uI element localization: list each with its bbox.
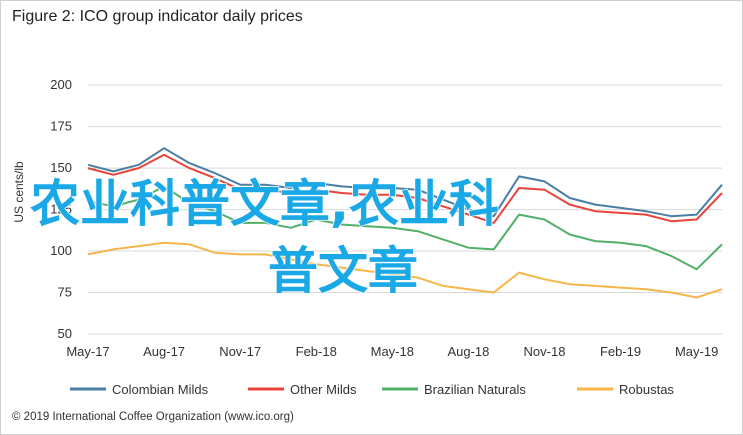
legend-entry: Other Milds: [290, 382, 357, 397]
series-line-other-milds: [87, 153, 723, 224]
x-tick-label: Aug-17: [143, 344, 185, 359]
gridlines: [88, 84, 722, 335]
y-axis-label: US cents/lb: [12, 161, 26, 223]
y-tick-label: 100: [50, 243, 72, 258]
y-tick-label: 75: [58, 285, 72, 300]
series-line-brazilian-naturals: [87, 185, 723, 271]
x-tick-labels: May-17 Aug-17 Nov-17 Feb-18 May-18 Aug-18 Nov-…: [66, 344, 718, 359]
series-line-robustas: [87, 241, 723, 299]
x-tick-label: May-19: [675, 344, 718, 359]
copyright-note: © 2019 International Coffee Organization…: [12, 411, 294, 423]
x-tick-label: May-18: [371, 344, 414, 359]
x-tick-label: Feb-19: [600, 344, 641, 359]
series-lines: [87, 147, 723, 299]
y-tick-label: 150: [50, 160, 72, 175]
x-tick-label: Feb-18: [296, 344, 337, 359]
legend-entry: Brazilian Naturals: [424, 382, 526, 397]
y-tick-label: 50: [58, 326, 72, 341]
chart-title: Figure 2: ICO group indicator daily pric…: [12, 8, 303, 25]
x-tick-label: Nov-17: [219, 344, 261, 359]
series-line-colombian-milds: [87, 147, 723, 218]
x-tick-label: May-17: [66, 344, 109, 359]
legend-entry: Colombian Milds: [112, 382, 209, 397]
legend-entry: Robustas: [619, 382, 674, 397]
y-tick-label: 125: [50, 202, 72, 217]
y-tick-label: 200: [50, 77, 72, 92]
x-tick-label: Aug-18: [447, 344, 489, 359]
legend: Colombian Milds Other Milds Brazilian Natu…: [70, 382, 674, 397]
y-tick-label: 175: [50, 119, 72, 134]
y-tick-labels: 50 75 100 125 150 175 200: [50, 77, 72, 341]
x-tick-label: Nov-18: [524, 344, 566, 359]
